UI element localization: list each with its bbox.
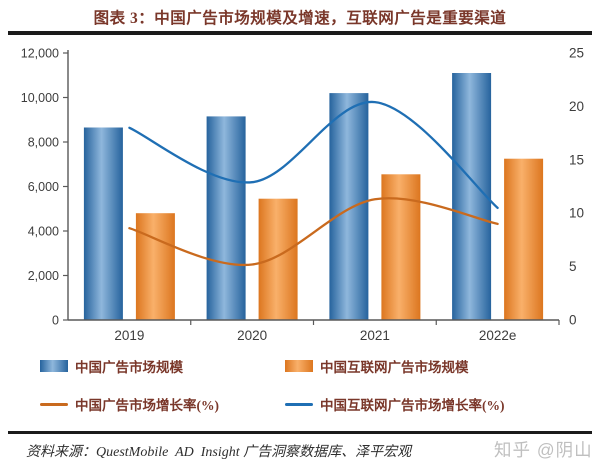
x-axis-label-2022e: 2022e [479,328,517,343]
right-axis-label: 20 [569,99,584,114]
right-axis-label: 15 [569,152,584,167]
right-axis-label: 10 [569,206,584,221]
line-series-0 [128,197,499,267]
legend-item-internet-ad-market-size: 中国互联网广告市场规模 [285,357,469,375]
divider-top [8,31,592,35]
line-series-1 [128,100,499,210]
left-axis-label: 0 [52,314,59,328]
legend-swatch-orange-line [40,402,68,406]
x-axis-label-2021: 2021 [360,328,390,343]
right-axis-label: 0 [569,313,577,328]
right-axis-label: 5 [569,259,577,274]
left-axis-label: 2,000 [28,269,59,283]
left-axis-label: 12,000 [21,47,59,61]
bar-series1-2022e [504,158,544,320]
bar-series0-2021 [329,93,369,320]
legend-item-internet-ad-market-growth: 中国互联网广告市场增长率(%) [285,395,505,413]
left-axis-label: 6,000 [28,180,59,194]
left-axis-label: 10,000 [21,91,59,105]
right-axis-label: 25 [569,46,584,61]
bar-series1-2021 [381,174,421,320]
bar-series0-2022e [452,73,492,320]
bar-series0-2020 [206,116,246,321]
watermark: 知乎 @阴山 [494,440,593,460]
legend-label: 中国互联网广告市场增长率(%) [320,398,505,413]
bar-series0-2019 [83,127,123,320]
x-axis-label-2019: 2019 [114,328,144,343]
left-axis-label: 4,000 [28,225,59,239]
legend-item-ad-market-size: 中国广告市场规模 [40,357,183,375]
legend-swatch-blue-line [285,402,313,406]
legend-swatch-blue-bar [40,360,68,372]
legend-label: 中国广告市场规模 [75,360,183,375]
legend-item-ad-market-growth: 中国广告市场增长率(%) [40,395,219,413]
bar-series1-2019 [135,213,175,320]
divider-bottom [8,431,592,434]
chart-plot: 0 2,000 4,000 6,000 8,000 10,000 12,000 0 5 10 15 2… [21,46,584,344]
legend-label: 中国广告市场增长率(%) [75,398,219,413]
source-note: 资料来源：QuestMobile AD Insight 广告洞察数据库、泽平宏观 [26,445,412,460]
bar-series1-2020 [258,198,298,320]
legend-swatch-orange-bar [285,360,313,372]
left-axis-label: 8,000 [28,136,59,150]
x-axis-label-2020: 2020 [237,328,267,343]
chart-title: 图表 3：中国广告市场规模及增速，互联网广告是重要渠道 [93,10,507,27]
legend-label: 中国互联网广告市场规模 [320,360,469,375]
